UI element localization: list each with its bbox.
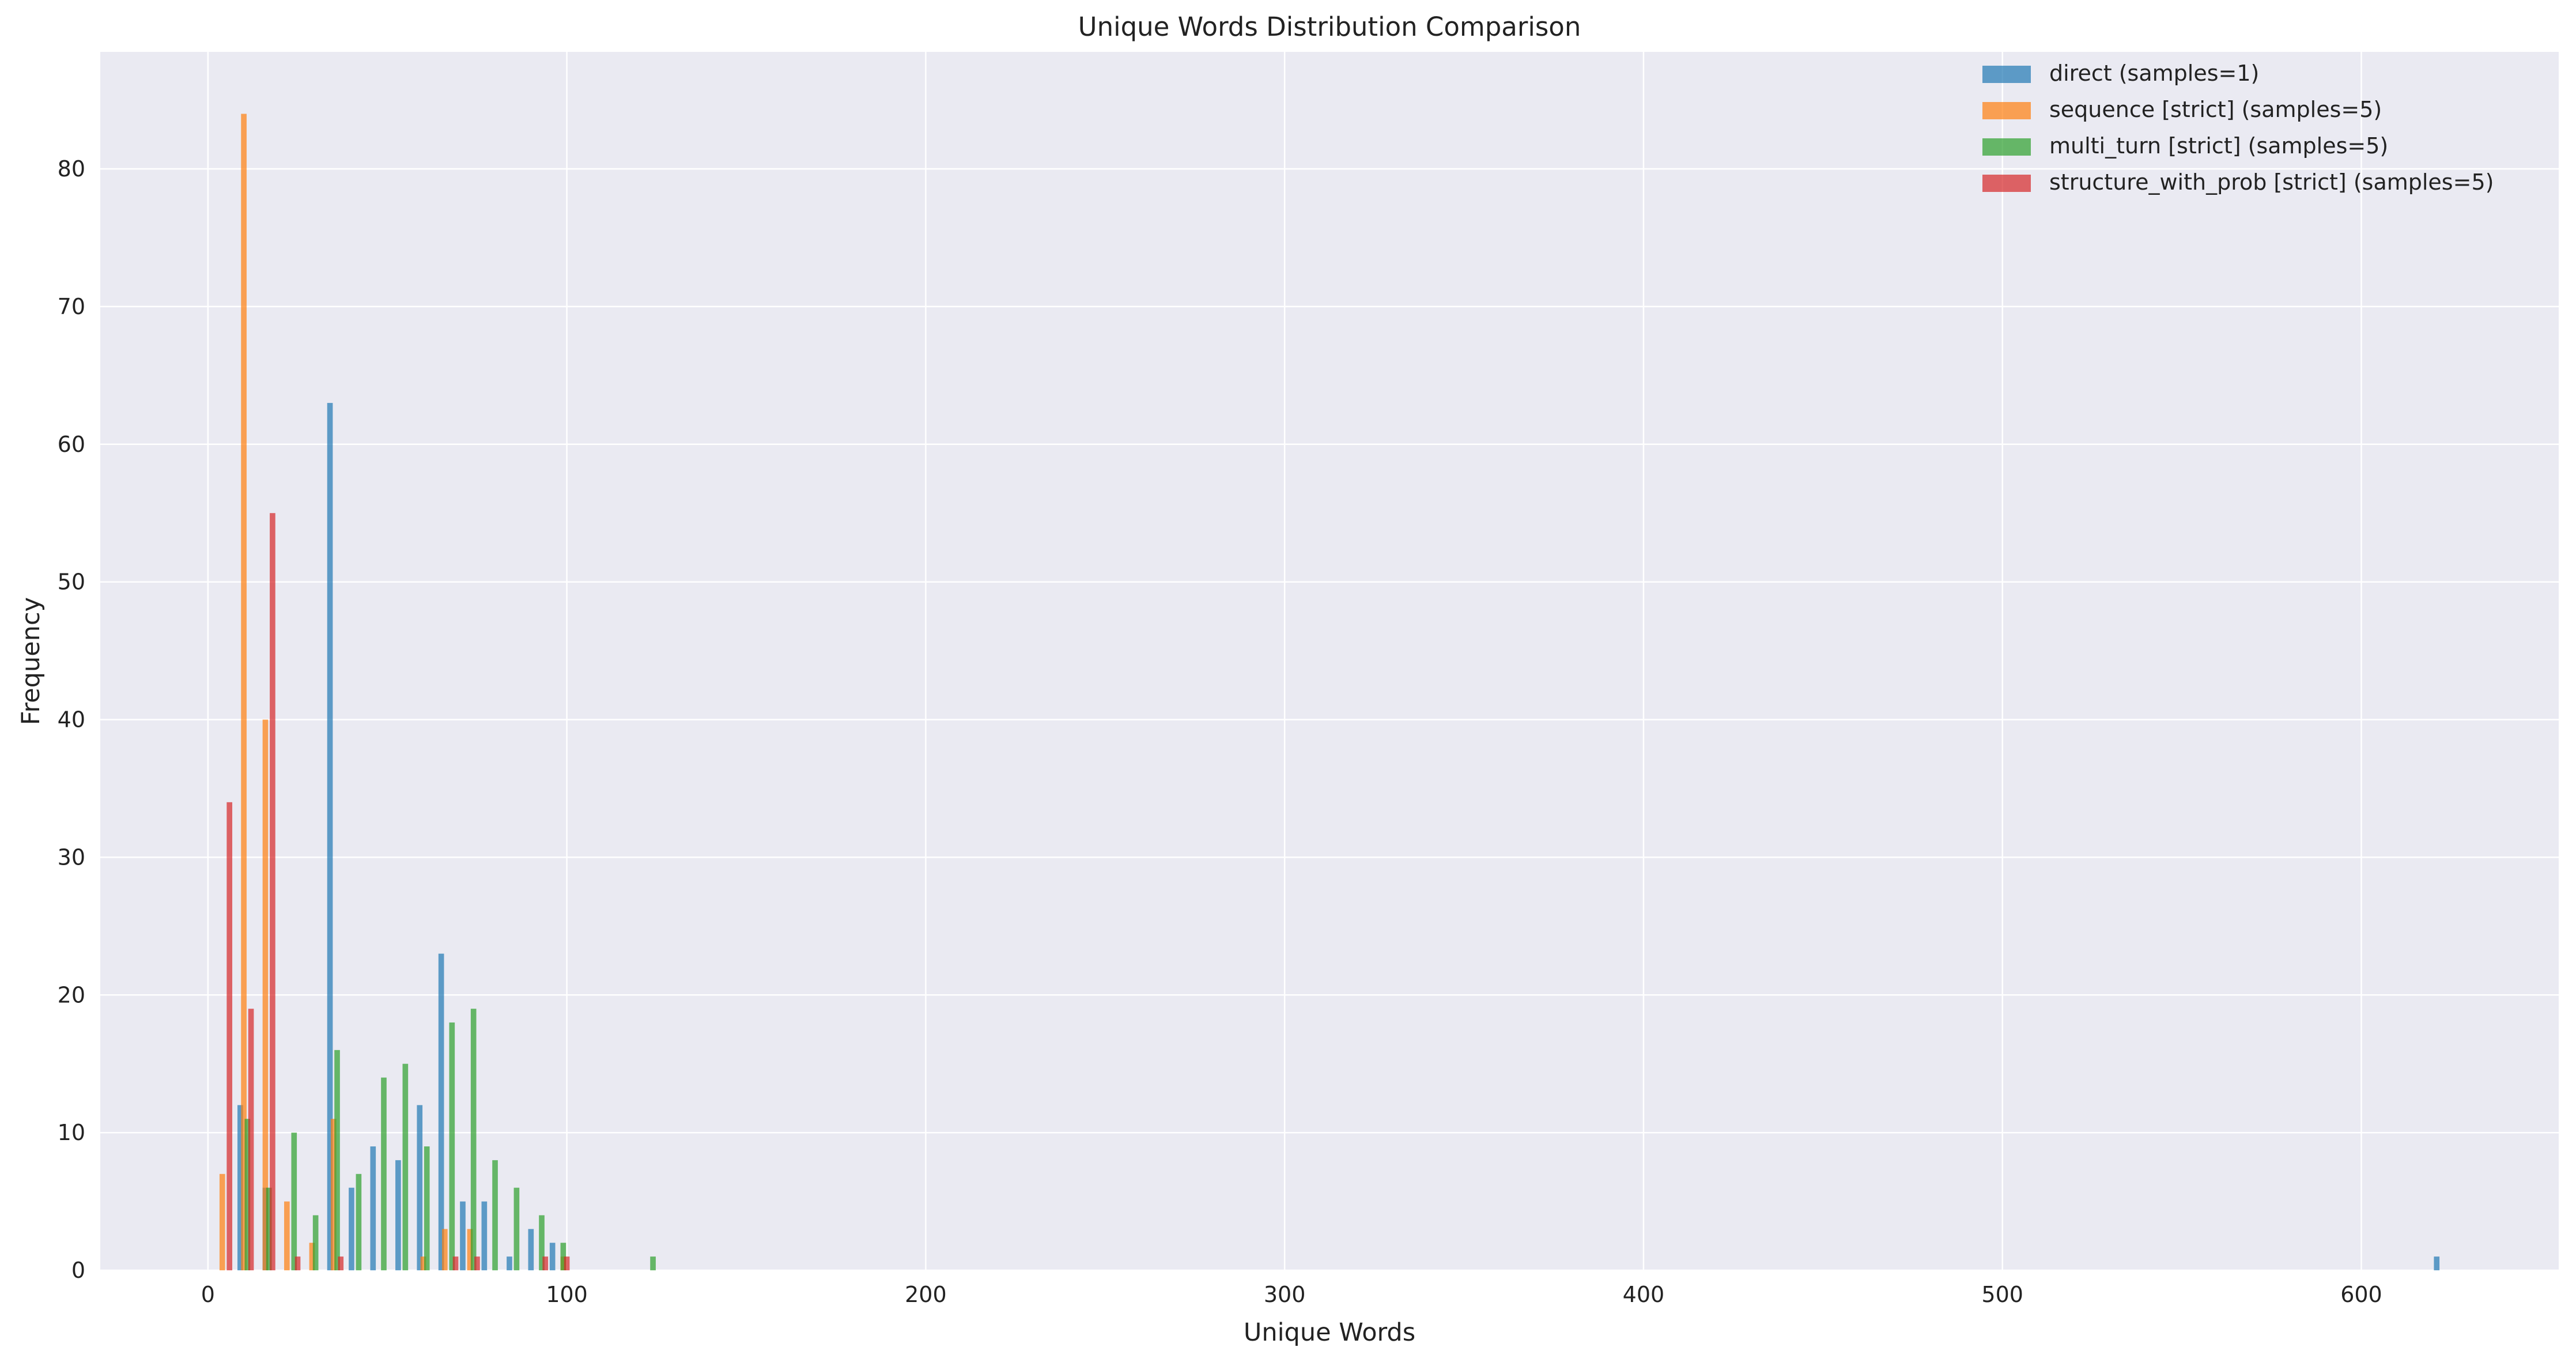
y-tick-label: 80 bbox=[58, 156, 85, 182]
bar-series-1-5 bbox=[330, 1119, 337, 1270]
bar-series-1-4 bbox=[309, 1243, 315, 1270]
bar-series-2-12 bbox=[513, 1187, 520, 1270]
x-tick-label: 200 bbox=[905, 1282, 947, 1307]
bar-series-2-9 bbox=[449, 1022, 455, 1270]
x-tick-label: 600 bbox=[2340, 1282, 2382, 1307]
bar-series-2-15 bbox=[650, 1256, 656, 1270]
bar-series-2-0 bbox=[244, 1119, 251, 1270]
bar-series-0-3 bbox=[349, 1187, 354, 1270]
bar-series-2-13 bbox=[539, 1215, 545, 1270]
y-tick-label: 50 bbox=[58, 569, 85, 595]
bar-series-1-7 bbox=[442, 1229, 448, 1270]
y-tick-label: 0 bbox=[71, 1258, 85, 1283]
legend-swatch bbox=[1982, 66, 2031, 83]
bar-series-3-2 bbox=[270, 513, 275, 1271]
chart-title: Unique Words Distribution Comparison bbox=[1078, 12, 1581, 42]
bar-series-0-5 bbox=[395, 1160, 401, 1270]
axis-layer: 0 100 200 300 400 500 600 0 10 20 30 40 50 60 70 80 bbox=[58, 156, 2382, 1307]
bar-series-2-2 bbox=[291, 1133, 297, 1270]
bar-series-1-2 bbox=[262, 719, 269, 1270]
bar-series-2-4 bbox=[334, 1050, 340, 1270]
y-axis-label: Frequency bbox=[17, 597, 46, 725]
legend-label: direct (samples=1) bbox=[2049, 61, 2259, 86]
legend-swatch bbox=[1982, 138, 2031, 156]
legend: direct (samples=1) sequence [strict] (sam… bbox=[1982, 61, 2494, 195]
bar-series-3-5 bbox=[452, 1256, 459, 1270]
y-tick-label: 60 bbox=[58, 432, 85, 457]
bar-series-0-7 bbox=[438, 953, 444, 1270]
bar-series-3-1 bbox=[248, 1009, 254, 1270]
bar-series-1-1 bbox=[241, 114, 247, 1271]
legend-label: structure_with_prob [strict] (samples=5) bbox=[2049, 169, 2494, 195]
legend-swatch bbox=[1982, 175, 2031, 192]
bar-series-0-11 bbox=[528, 1229, 534, 1270]
bar-series-3-0 bbox=[226, 802, 233, 1270]
bar-series-2-3 bbox=[312, 1215, 319, 1270]
bar-series-0-4 bbox=[370, 1146, 376, 1270]
x-tick-label: 100 bbox=[546, 1282, 588, 1307]
bar-series-3-4 bbox=[338, 1256, 344, 1270]
x-axis-label: Unique Words bbox=[1244, 1318, 1415, 1347]
bar-series-0-13 bbox=[2434, 1256, 2440, 1270]
y-tick-label: 30 bbox=[58, 844, 85, 870]
bar-series-0-0 bbox=[237, 1105, 243, 1270]
legend-label: multi_turn [strict] (samples=5) bbox=[2049, 133, 2388, 159]
bar-series-1-0 bbox=[219, 1173, 225, 1270]
bar-series-1-3 bbox=[284, 1201, 290, 1270]
bar-series-3-6 bbox=[474, 1256, 480, 1270]
x-tick-label: 400 bbox=[1623, 1282, 1665, 1307]
y-tick-label: 40 bbox=[58, 707, 85, 733]
bar-series-0-8 bbox=[460, 1201, 466, 1270]
y-tick-label: 20 bbox=[58, 982, 85, 1007]
bar-series-2-11 bbox=[492, 1160, 498, 1270]
y-tick-label: 70 bbox=[58, 294, 85, 319]
bar-series-0-12 bbox=[549, 1243, 556, 1270]
bar-series-2-14 bbox=[560, 1243, 566, 1270]
bar-series-2-5 bbox=[356, 1173, 362, 1270]
plot-area bbox=[100, 52, 2559, 1270]
bar-series-2-6 bbox=[381, 1077, 387, 1270]
bars-layer bbox=[219, 114, 2440, 1271]
bar-series-2-7 bbox=[402, 1063, 409, 1270]
bar-series-2-1 bbox=[266, 1187, 272, 1270]
bar-series-3-7 bbox=[542, 1256, 549, 1270]
x-tick-label: 500 bbox=[1981, 1282, 2023, 1307]
x-tick-label: 0 bbox=[201, 1282, 215, 1307]
bar-series-0-2 bbox=[327, 403, 333, 1270]
bar-series-2-10 bbox=[470, 1009, 477, 1270]
legend-label: sequence [strict] (samples=5) bbox=[2049, 97, 2382, 122]
y-tick-label: 10 bbox=[58, 1120, 85, 1145]
bar-series-0-6 bbox=[417, 1105, 423, 1270]
bar-series-0-9 bbox=[481, 1201, 488, 1270]
bar-series-1-6 bbox=[420, 1256, 426, 1270]
bar-series-0-10 bbox=[507, 1256, 512, 1270]
x-tick-label: 300 bbox=[1264, 1282, 1306, 1307]
bar-series-1-8 bbox=[467, 1229, 473, 1270]
bar-series-3-8 bbox=[564, 1256, 570, 1270]
bar-series-3-3 bbox=[294, 1256, 301, 1270]
bar-series-2-8 bbox=[424, 1146, 430, 1270]
legend-swatch bbox=[1982, 102, 2031, 119]
